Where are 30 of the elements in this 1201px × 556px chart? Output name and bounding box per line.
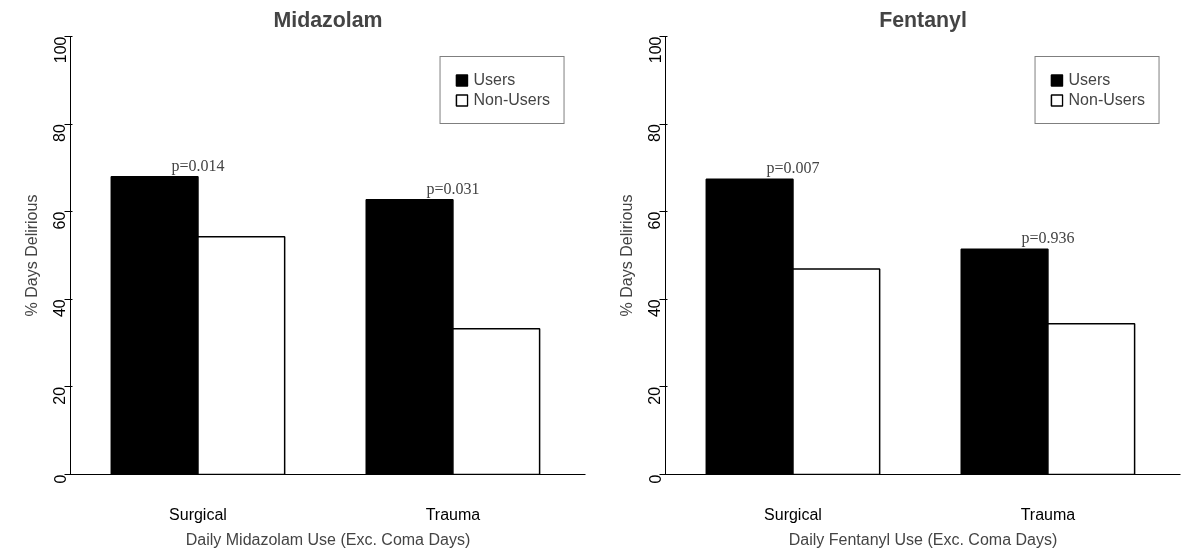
y-tick-label: 20: [646, 386, 664, 405]
annotation: p=0.936: [1021, 229, 1075, 248]
y-tick-label: 40: [51, 299, 69, 318]
y-tick-label: 100: [646, 36, 664, 64]
x-axis-title: Daily Midazolam Use (Exc. Coma Days): [185, 530, 471, 548]
y-tick-label: 40: [646, 299, 664, 318]
chart-title: Fentanyl: [879, 7, 967, 32]
y-tick-label: 0: [51, 474, 69, 484]
legend-label: Users: [1068, 71, 1111, 89]
annotation: p=0.007: [766, 159, 820, 178]
x-tick-label: Surgical: [764, 505, 822, 523]
x-axis-title: Daily Fentanyl Use (Exc. Coma Days): [788, 530, 1058, 548]
y-axis-title: % Days Delirious: [22, 194, 40, 317]
x-tick-label: Surgical: [169, 505, 227, 523]
y-tick-label: 80: [646, 124, 664, 142]
y-tick-label: 60: [51, 211, 69, 230]
chart-title: Midazolam: [273, 7, 383, 32]
x-tick-label: Trauma: [1020, 505, 1076, 523]
y-tick-label: 60: [646, 211, 664, 230]
y-axis-title: % Days Delirious: [617, 194, 635, 317]
annotation: p=0.014: [171, 156, 225, 175]
y-tick-label: 0: [646, 474, 664, 484]
legend-label: Non-Users: [1068, 91, 1145, 109]
annotation: p=0.031: [426, 179, 480, 198]
y-tick-label: 80: [51, 124, 69, 142]
legend-label: Non-Users: [473, 91, 550, 109]
legend-label: Users: [473, 71, 516, 89]
y-tick-label: 20: [51, 386, 69, 405]
y-tick-label: 100: [51, 36, 69, 64]
x-tick-label: Trauma: [425, 505, 481, 523]
